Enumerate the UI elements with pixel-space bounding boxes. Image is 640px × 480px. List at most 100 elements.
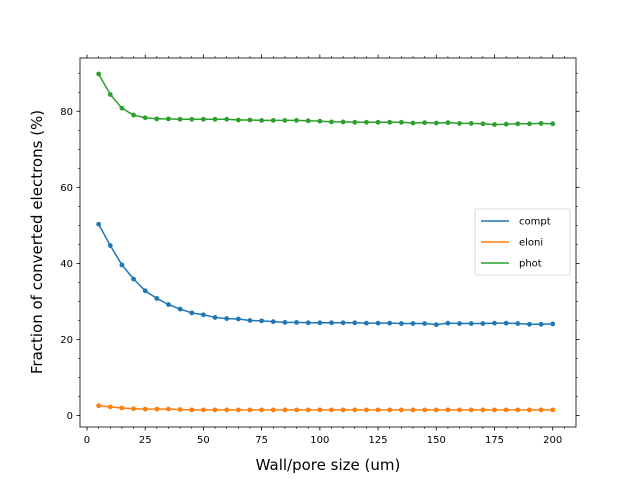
data-point-compt bbox=[375, 320, 381, 326]
data-point-phot bbox=[422, 120, 428, 126]
x-tick-label: 150 bbox=[427, 435, 446, 446]
x-axis-title: Wall/pore size (um) bbox=[256, 456, 401, 474]
legend-item-phot: phot bbox=[481, 259, 542, 270]
data-point-phot bbox=[305, 118, 311, 124]
data-point-eloni bbox=[142, 406, 148, 412]
data-point-compt bbox=[119, 262, 125, 268]
legend: compt eloni phot bbox=[474, 208, 571, 276]
series-eloni bbox=[96, 403, 556, 413]
data-point-compt bbox=[96, 221, 102, 227]
data-point-eloni bbox=[550, 407, 556, 413]
data-point-eloni bbox=[503, 407, 509, 413]
data-point-phot bbox=[259, 117, 265, 123]
data-point-compt bbox=[503, 320, 509, 326]
data-point-eloni bbox=[294, 407, 299, 413]
data-point-phot bbox=[235, 117, 241, 123]
data-point-phot bbox=[282, 117, 288, 123]
data-point-compt bbox=[317, 320, 323, 326]
data-point-phot bbox=[410, 120, 416, 126]
data-point-eloni bbox=[189, 407, 195, 413]
data-point-phot bbox=[270, 117, 276, 123]
data-point-compt bbox=[329, 320, 334, 326]
series-phot bbox=[96, 71, 556, 127]
data-point-phot bbox=[224, 116, 230, 122]
data-point-eloni bbox=[212, 407, 218, 413]
data-point-compt bbox=[387, 320, 393, 326]
y-tick-label: 0 bbox=[67, 411, 73, 422]
data-point-compt bbox=[142, 288, 148, 294]
data-point-eloni bbox=[177, 407, 183, 412]
data-point-compt bbox=[340, 320, 346, 326]
data-point-phot bbox=[131, 112, 136, 118]
data-point-compt bbox=[235, 316, 241, 322]
data-point-eloni bbox=[410, 407, 416, 413]
data-point-phot bbox=[177, 116, 183, 122]
series-layer bbox=[96, 71, 556, 413]
data-point-phot bbox=[515, 121, 521, 127]
data-point-eloni bbox=[131, 406, 136, 412]
data-point-phot bbox=[364, 119, 369, 125]
data-point-compt bbox=[433, 322, 439, 328]
data-point-compt bbox=[468, 321, 474, 326]
data-point-phot bbox=[387, 119, 393, 125]
legend-item-eloni: eloni bbox=[481, 238, 543, 249]
data-point-compt bbox=[550, 321, 556, 327]
data-point-compt bbox=[445, 320, 451, 326]
data-point-phot bbox=[457, 121, 462, 126]
data-point-compt bbox=[189, 310, 195, 316]
data-point-phot bbox=[352, 119, 358, 125]
data-point-eloni bbox=[480, 407, 486, 413]
data-point-eloni bbox=[445, 407, 451, 413]
data-point-eloni bbox=[305, 407, 311, 413]
data-point-phot bbox=[527, 121, 532, 127]
data-point-eloni bbox=[457, 407, 462, 413]
data-point-compt bbox=[457, 321, 462, 326]
data-point-eloni bbox=[224, 407, 230, 413]
data-point-phot bbox=[468, 121, 474, 126]
data-point-eloni bbox=[282, 407, 288, 413]
data-point-eloni bbox=[154, 406, 160, 412]
data-point-eloni bbox=[247, 407, 253, 413]
data-point-eloni bbox=[538, 407, 544, 413]
x-tick-label: 125 bbox=[369, 435, 388, 446]
data-point-compt bbox=[305, 320, 311, 326]
data-point-eloni bbox=[398, 407, 404, 413]
data-point-compt bbox=[154, 296, 160, 301]
x-axis: 0 25 50 75 100 125 150 175 200 bbox=[84, 54, 565, 446]
x-tick-label: 50 bbox=[197, 435, 210, 446]
x-tick-label: 25 bbox=[139, 435, 152, 446]
data-point-phot bbox=[142, 115, 148, 121]
data-point-phot bbox=[189, 116, 195, 122]
data-point-compt bbox=[259, 318, 265, 324]
y-tick-label: 20 bbox=[60, 335, 73, 346]
data-point-eloni bbox=[235, 407, 241, 413]
data-point-phot bbox=[480, 121, 486, 127]
x-tick-label: 175 bbox=[485, 435, 504, 446]
data-point-phot bbox=[329, 119, 334, 125]
data-point-eloni bbox=[422, 407, 428, 413]
data-point-compt bbox=[224, 316, 230, 321]
data-point-phot bbox=[538, 121, 544, 126]
y-tick-label: 40 bbox=[60, 259, 73, 270]
data-point-compt bbox=[201, 312, 206, 318]
data-point-phot bbox=[375, 119, 381, 125]
data-point-eloni bbox=[364, 407, 369, 413]
data-point-eloni bbox=[259, 407, 265, 413]
data-point-eloni bbox=[270, 407, 276, 413]
data-point-compt bbox=[107, 243, 113, 248]
legend-label: phot bbox=[519, 259, 542, 270]
y-axis-title: Fraction of converted electrons (%) bbox=[28, 110, 46, 374]
data-point-compt bbox=[538, 321, 544, 327]
data-point-compt bbox=[166, 302, 171, 307]
data-point-phot bbox=[201, 116, 206, 122]
data-point-phot bbox=[317, 118, 323, 124]
data-point-phot bbox=[247, 117, 253, 123]
data-point-eloni bbox=[387, 407, 393, 413]
data-point-compt bbox=[410, 321, 416, 326]
data-point-compt bbox=[515, 321, 521, 326]
data-point-phot bbox=[398, 119, 404, 125]
data-point-eloni bbox=[201, 407, 206, 413]
data-point-eloni bbox=[329, 407, 334, 413]
y-axis: 0 20 40 60 80 bbox=[60, 72, 580, 422]
